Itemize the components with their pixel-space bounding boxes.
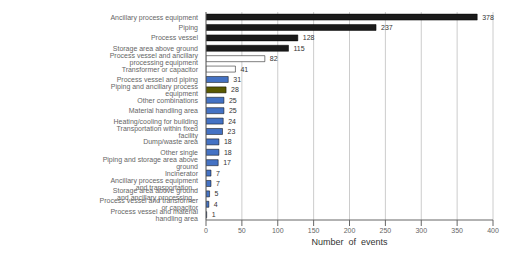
svg-text:0: 0 — [204, 227, 208, 234]
svg-text:82: 82 — [270, 55, 278, 62]
svg-text:250: 250 — [380, 227, 392, 234]
svg-text:400: 400 — [487, 227, 499, 234]
svg-text:Process vessel and ancillarypr: Process vessel and ancillaryprocessing e… — [110, 52, 199, 67]
svg-text:18: 18 — [224, 138, 232, 145]
svg-text:Process vessel and materialhan: Process vessel and materialhandling area — [110, 208, 198, 223]
svg-text:Material handling area: Material handling area — [129, 107, 198, 115]
svg-text:24: 24 — [228, 118, 236, 125]
svg-text:28: 28 — [231, 86, 239, 93]
svg-text:128: 128 — [303, 34, 315, 41]
svg-text:115: 115 — [294, 45, 305, 52]
svg-text:4: 4 — [214, 201, 218, 208]
svg-text:200: 200 — [344, 227, 356, 234]
svg-text:Piping and ancillary processeq: Piping and ancillary processequipment — [111, 83, 199, 98]
svg-text:378: 378 — [482, 14, 494, 21]
svg-text:7: 7 — [216, 180, 220, 187]
svg-text:Piping: Piping — [179, 24, 199, 32]
svg-text:Transportation within fixedfac: Transportation within fixedfacility — [117, 125, 199, 140]
svg-text:5: 5 — [215, 190, 219, 197]
svg-text:1: 1 — [212, 211, 216, 218]
svg-text:Ancillary process equipment: Ancillary process equipment — [110, 14, 198, 22]
svg-text:23: 23 — [228, 128, 236, 135]
svg-text:50: 50 — [238, 227, 246, 234]
svg-text:Process vessel: Process vessel — [151, 34, 199, 41]
svg-text:25: 25 — [229, 97, 237, 104]
svg-text:17: 17 — [223, 159, 231, 166]
svg-text:31: 31 — [233, 76, 241, 83]
svg-text:41: 41 — [240, 66, 248, 73]
svg-text:150: 150 — [308, 227, 320, 234]
svg-text:Number of events: Number of events — [311, 237, 388, 247]
svg-text:Transformer or capacitor: Transformer or capacitor — [122, 66, 199, 74]
svg-text:300: 300 — [415, 227, 427, 234]
svg-text:100: 100 — [272, 227, 284, 234]
svg-text:350: 350 — [451, 227, 463, 234]
svg-text:Other combinations: Other combinations — [137, 97, 198, 104]
svg-text:Piping and storage area aboveg: Piping and storage area aboveground — [103, 156, 198, 171]
svg-text:237: 237 — [381, 24, 393, 31]
svg-text:18: 18 — [224, 149, 232, 156]
svg-text:25: 25 — [229, 107, 237, 114]
svg-text:Dump/waste area: Dump/waste area — [143, 138, 198, 146]
svg-text:7: 7 — [216, 170, 220, 177]
